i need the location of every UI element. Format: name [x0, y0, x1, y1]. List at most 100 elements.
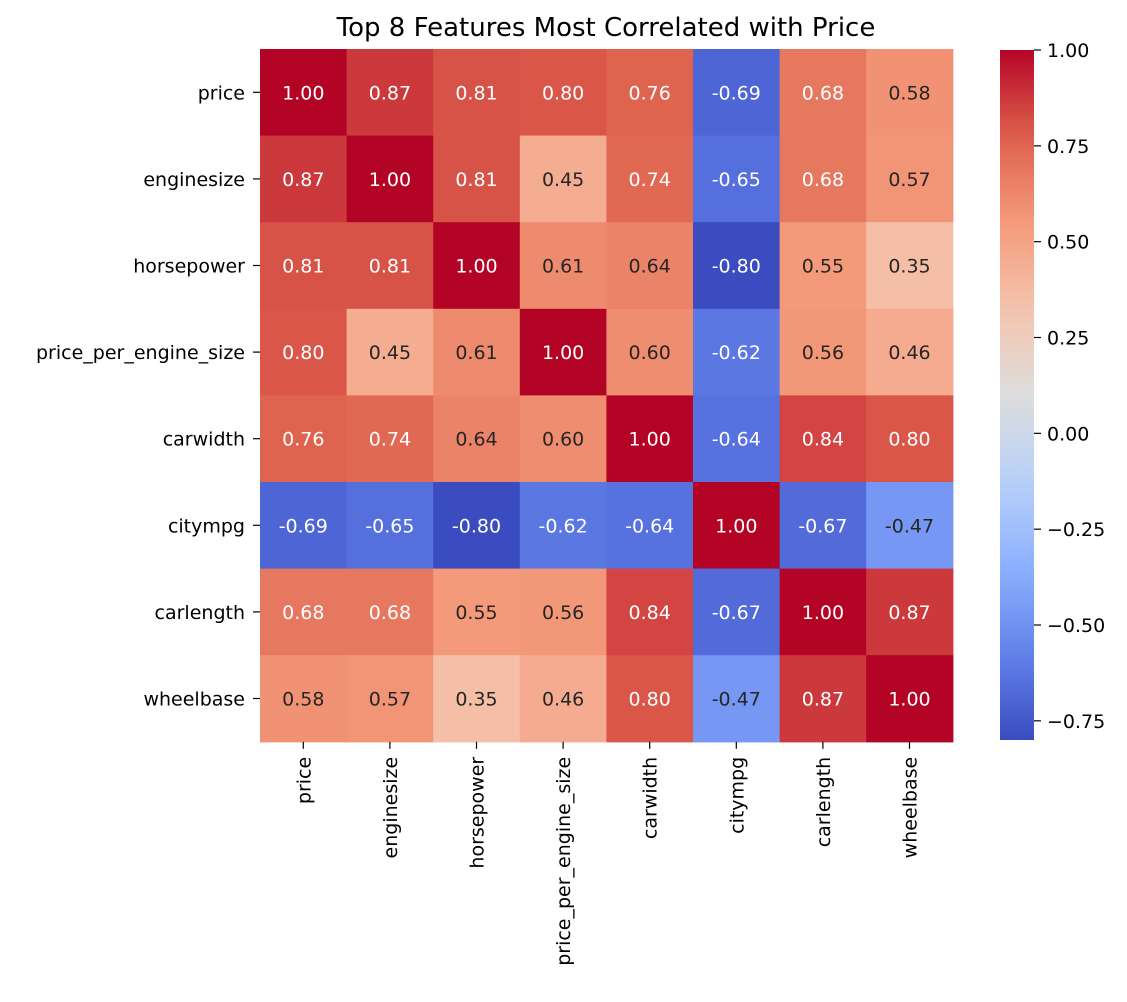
- cell-value-label: 0.60: [629, 342, 671, 364]
- heatmap-cell: [519, 135, 607, 223]
- row-tick-label: price_per_engine_size: [36, 342, 245, 364]
- cell-value-label: 0.81: [369, 256, 411, 278]
- heatmap-cell: [260, 222, 348, 310]
- cell-value-label: 0.35: [455, 689, 497, 711]
- row-tick-label: citympg: [168, 515, 245, 537]
- heatmap-cell: [693, 49, 781, 137]
- heatmap-cell: [866, 135, 954, 223]
- colorbar-tick-label: −0.75: [1047, 711, 1105, 733]
- heatmap-cell: [260, 308, 348, 396]
- cell-value-label: 1.00: [455, 256, 497, 278]
- cell-value-label: 0.58: [888, 82, 930, 104]
- cell-value-label: 0.57: [369, 689, 411, 711]
- cell-value-label: 1.00: [369, 169, 411, 191]
- cell-value-label: 0.68: [802, 169, 844, 191]
- heatmap-cell: [260, 568, 348, 656]
- cell-value-label: 0.80: [888, 429, 930, 451]
- heatmap-cell: [346, 49, 434, 137]
- cell-value-label: 0.64: [455, 429, 497, 451]
- colorbar-tick-label: −0.25: [1047, 519, 1105, 541]
- heatmap-cell: [693, 568, 781, 656]
- heatmap-cells: 1.00 0.87 0.81 0.80 0.76 -0.69 0.68 0.58 0.87 1.0…: [260, 49, 954, 743]
- heatmap-cell: [779, 568, 867, 656]
- heatmap-cell: [346, 222, 434, 310]
- heatmap-cell: [433, 49, 521, 137]
- cell-value-label: 0.68: [282, 602, 324, 624]
- column-tick-label: price_per_engine_size: [553, 757, 575, 966]
- chart-title: Top 8 Features Most Correlated with Pric…: [336, 13, 876, 43]
- colorbar-tick-label: 1.00: [1047, 40, 1089, 62]
- heatmap-cell: [346, 308, 434, 396]
- colorbar-ticks: 1.00 0.75 0.50 0.25 0.00 −0.25 −0.50 −0.75: [1034, 40, 1105, 733]
- heatmap-cell: [866, 395, 954, 483]
- cell-value-label: 0.81: [455, 82, 497, 104]
- column-tick-label: carlength: [813, 757, 835, 847]
- colorbar-tick-label: 0.00: [1047, 423, 1089, 445]
- cell-value-label: 0.74: [369, 429, 411, 451]
- cell-value-label: 0.35: [888, 256, 930, 278]
- heatmap-cell: [433, 395, 521, 483]
- heatmap-cell: [260, 49, 348, 137]
- row-tick-label: carwidth: [163, 429, 245, 451]
- cell-value-label: -0.62: [712, 342, 761, 364]
- cell-value-label: 0.57: [888, 169, 930, 191]
- cell-value-label: 0.76: [629, 82, 671, 104]
- heatmap-cell: [519, 395, 607, 483]
- heatmap-cell: [519, 655, 607, 743]
- row-tick-label: price: [198, 82, 245, 104]
- heatmap-cell: [866, 482, 954, 570]
- heatmap-cell: [519, 49, 607, 137]
- cell-value-label: -0.47: [712, 689, 761, 711]
- column-tick-labels: price enginesize horsepower price_per_engin…: [293, 741, 922, 966]
- cell-value-label: 0.80: [282, 342, 324, 364]
- cell-value-label: 0.81: [282, 256, 324, 278]
- colorbar-tick-label: −0.50: [1047, 615, 1105, 637]
- heatmap-cell: [346, 655, 434, 743]
- column-tick-label: carwidth: [640, 757, 662, 839]
- colorbar-gradient: [1000, 50, 1034, 740]
- cell-value-label: 1.00: [888, 689, 930, 711]
- cell-value-label: 0.87: [369, 82, 411, 104]
- heatmap-cell: [433, 482, 521, 570]
- heatmap-cell: [606, 568, 694, 656]
- heatmap-cell: [260, 655, 348, 743]
- column-tick-label: enginesize: [380, 757, 402, 859]
- cell-value-label: 0.68: [802, 82, 844, 104]
- cell-value-label: -0.64: [625, 515, 674, 537]
- cell-value-label: -0.69: [279, 515, 328, 537]
- heatmap-cell: [346, 395, 434, 483]
- heatmap-cell: [606, 308, 694, 396]
- cell-value-label: 0.60: [542, 429, 584, 451]
- heatmap-cell: [693, 482, 781, 570]
- cell-value-label: -0.67: [712, 602, 761, 624]
- heatmap-cell: [346, 568, 434, 656]
- cell-value-label: 0.56: [802, 342, 844, 364]
- heatmap-cell: [779, 482, 867, 570]
- heatmap-cell: [519, 222, 607, 310]
- cell-value-label: 0.87: [282, 169, 324, 191]
- cell-value-label: 0.84: [629, 602, 671, 624]
- heatmap-cell: [866, 655, 954, 743]
- heatmap-cell: [779, 49, 867, 137]
- cell-value-label: 1.00: [715, 515, 757, 537]
- colorbar-tick-label: 0.25: [1047, 328, 1089, 350]
- cell-value-label: 0.56: [542, 602, 584, 624]
- heatmap-cell: [606, 395, 694, 483]
- row-tick-label: carlength: [155, 602, 245, 624]
- heatmap-cell: [346, 135, 434, 223]
- heatmap-cell: [866, 222, 954, 310]
- row-tick-labels: price enginesize horsepower price_per_engin…: [36, 82, 260, 711]
- heatmap-cell: [433, 655, 521, 743]
- heatmap-cell: [260, 135, 348, 223]
- colorbar: [1000, 50, 1034, 740]
- colorbar-tick-label: 0.75: [1047, 136, 1089, 158]
- heatmap-cell: [693, 222, 781, 310]
- cell-value-label: 0.68: [369, 602, 411, 624]
- cell-value-label: -0.67: [798, 515, 847, 537]
- heatmap-cell: [519, 308, 607, 396]
- cell-value-label: -0.62: [539, 515, 588, 537]
- heatmap-cell: [519, 568, 607, 656]
- cell-value-label: 0.58: [282, 689, 324, 711]
- cell-value-label: 0.74: [629, 169, 671, 191]
